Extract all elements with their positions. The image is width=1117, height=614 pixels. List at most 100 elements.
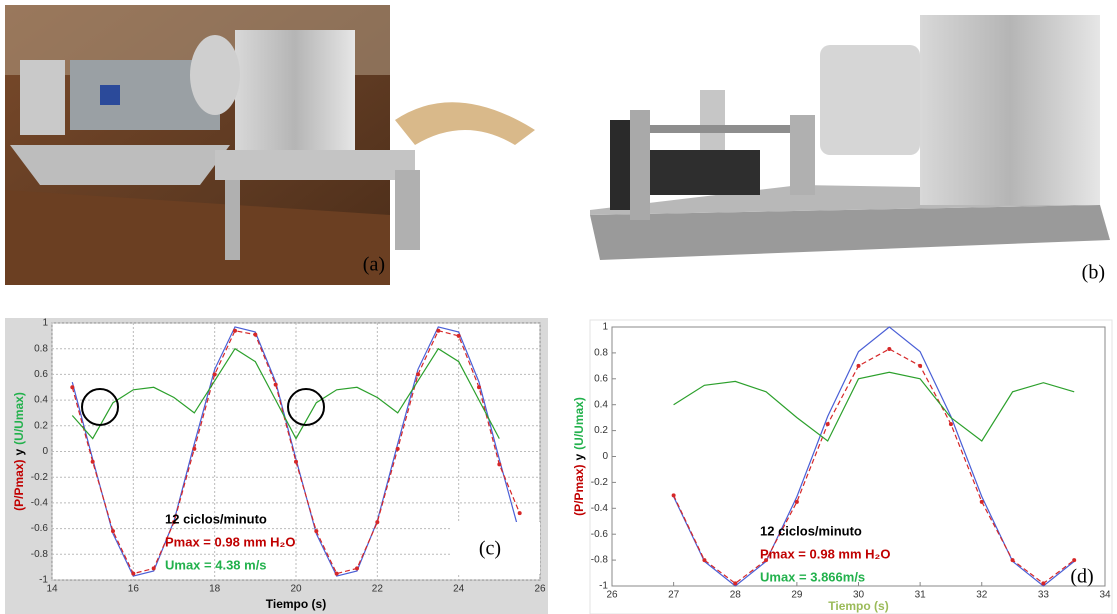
- x-tick-label: 26: [534, 584, 546, 595]
- panel-label: (d): [1070, 566, 1093, 588]
- y-tick-label: -0.4: [591, 503, 609, 514]
- data-point: [273, 382, 278, 387]
- annotation: 12 ciclos/minuto: [165, 511, 267, 526]
- y-tick-label: -1: [599, 581, 608, 592]
- series-line: [673, 326, 1075, 587]
- photo-label: (a): [363, 254, 385, 276]
- x-tick-label: 33: [1038, 590, 1050, 601]
- annotation: Umax = 3.866m/s: [760, 569, 865, 584]
- y-tick-label: 0.4: [34, 395, 48, 406]
- data-point: [887, 347, 892, 352]
- y-tick-label: -0.4: [31, 498, 49, 509]
- x-tick-label: 16: [128, 584, 140, 595]
- data-point: [70, 385, 75, 390]
- data-point: [671, 493, 676, 498]
- panel-label: (c): [479, 538, 501, 560]
- annotation: Pmax = 0.98 mm H₂O: [760, 546, 890, 561]
- series-line: [71, 347, 500, 440]
- data-point: [1072, 558, 1077, 563]
- charts: -1 -0.8 -0.6 -0.4 -0.2 0 0.2 0.4 0.6 0.8 1 14 16 18 20…: [12, 318, 1111, 614]
- y-tick-label: -0.8: [31, 549, 49, 560]
- data-point: [477, 385, 481, 390]
- data-point: [395, 446, 400, 451]
- annotation: Pmax = 0.98 mm H₂O: [165, 534, 295, 549]
- data-point: [253, 332, 258, 337]
- data-point: [918, 363, 923, 368]
- series-line: [71, 326, 521, 577]
- data-point: [416, 372, 420, 377]
- x-tick-label: 20: [290, 584, 302, 595]
- data-point: [212, 372, 217, 377]
- data-point: [733, 581, 738, 586]
- photo-b: [590, 15, 1110, 260]
- x-tick-label: 32: [976, 590, 988, 601]
- data-point: [497, 462, 502, 467]
- y-tick-label: -1: [39, 575, 48, 586]
- data-point: [517, 511, 522, 516]
- y-axis-label: (P/Pmax) y (U/Umax): [572, 397, 586, 516]
- annotation: 12 ciclos/minuto: [760, 523, 862, 538]
- x-axis-label: Tiempo (s): [266, 597, 326, 611]
- data-point: [151, 566, 156, 571]
- data-point: [192, 446, 197, 451]
- y-axis-label-part: y: [12, 449, 26, 456]
- photo-label: (b): [1082, 262, 1105, 284]
- data-point: [314, 529, 319, 534]
- data-point: [764, 558, 769, 563]
- y-tick-label: 0: [42, 446, 48, 457]
- y-axis-label-part: (U/Umax): [572, 397, 586, 450]
- x-tick-label: 29: [791, 590, 803, 601]
- y-tick-label: -0.6: [591, 529, 609, 540]
- data-point: [456, 333, 461, 338]
- x-axis-label: Tiempo (s): [828, 599, 888, 613]
- y-axis-label: (P/Pmax) y (U/Umax): [12, 392, 26, 511]
- y-axis-label-part: (P/Pmax): [12, 460, 26, 511]
- data-point: [948, 422, 953, 427]
- y-tick-label: -0.2: [591, 477, 609, 488]
- data-point: [1041, 581, 1046, 586]
- data-point: [1010, 558, 1015, 563]
- data-point: [334, 571, 339, 576]
- y-axis-label-part: (P/Pmax): [572, 465, 586, 516]
- x-tick-label: 18: [209, 584, 221, 595]
- x-tick-label: 24: [453, 584, 465, 595]
- x-tick-label: 31: [915, 590, 927, 601]
- x-tick-label: 30: [853, 590, 865, 601]
- data-point: [90, 459, 95, 464]
- data-point: [702, 558, 707, 563]
- photo-a: [5, 5, 535, 285]
- x-tick-label: 22: [372, 584, 384, 595]
- y-tick-label: 0.4: [594, 399, 608, 410]
- y-tick-label: 0.8: [34, 343, 48, 354]
- y-axis-label-part: y: [572, 454, 586, 461]
- y-tick-label: -0.8: [591, 555, 609, 566]
- data-point: [233, 328, 237, 333]
- data-point: [856, 363, 861, 368]
- data-point: [979, 499, 984, 504]
- x-tick-label: 28: [730, 590, 742, 601]
- y-tick-label: 0.6: [34, 369, 48, 380]
- data-point: [794, 499, 799, 504]
- y-tick-label: 0.2: [594, 425, 608, 436]
- y-tick-label: 0.8: [594, 348, 608, 359]
- highlight-circle: [287, 388, 325, 426]
- y-tick-label: 1: [602, 322, 608, 333]
- y-tick-label: 1: [42, 318, 48, 329]
- data-point: [294, 459, 298, 464]
- data-point: [131, 571, 136, 576]
- x-tick-label: 34: [1099, 590, 1111, 601]
- series-line: [673, 348, 1075, 585]
- y-axis-label-part: (U/Umax): [12, 392, 26, 445]
- data-point: [111, 529, 115, 534]
- data-point: [436, 328, 441, 333]
- y-tick-label: -0.6: [31, 523, 49, 534]
- label-box: [450, 522, 540, 574]
- x-tick-label: 26: [606, 590, 618, 601]
- y-tick-label: 0: [602, 451, 608, 462]
- plot-area: [611, 326, 1106, 587]
- annotation: Umax = 4.38 m/s: [165, 557, 267, 572]
- data-point: [355, 566, 359, 571]
- data-point: [825, 422, 830, 427]
